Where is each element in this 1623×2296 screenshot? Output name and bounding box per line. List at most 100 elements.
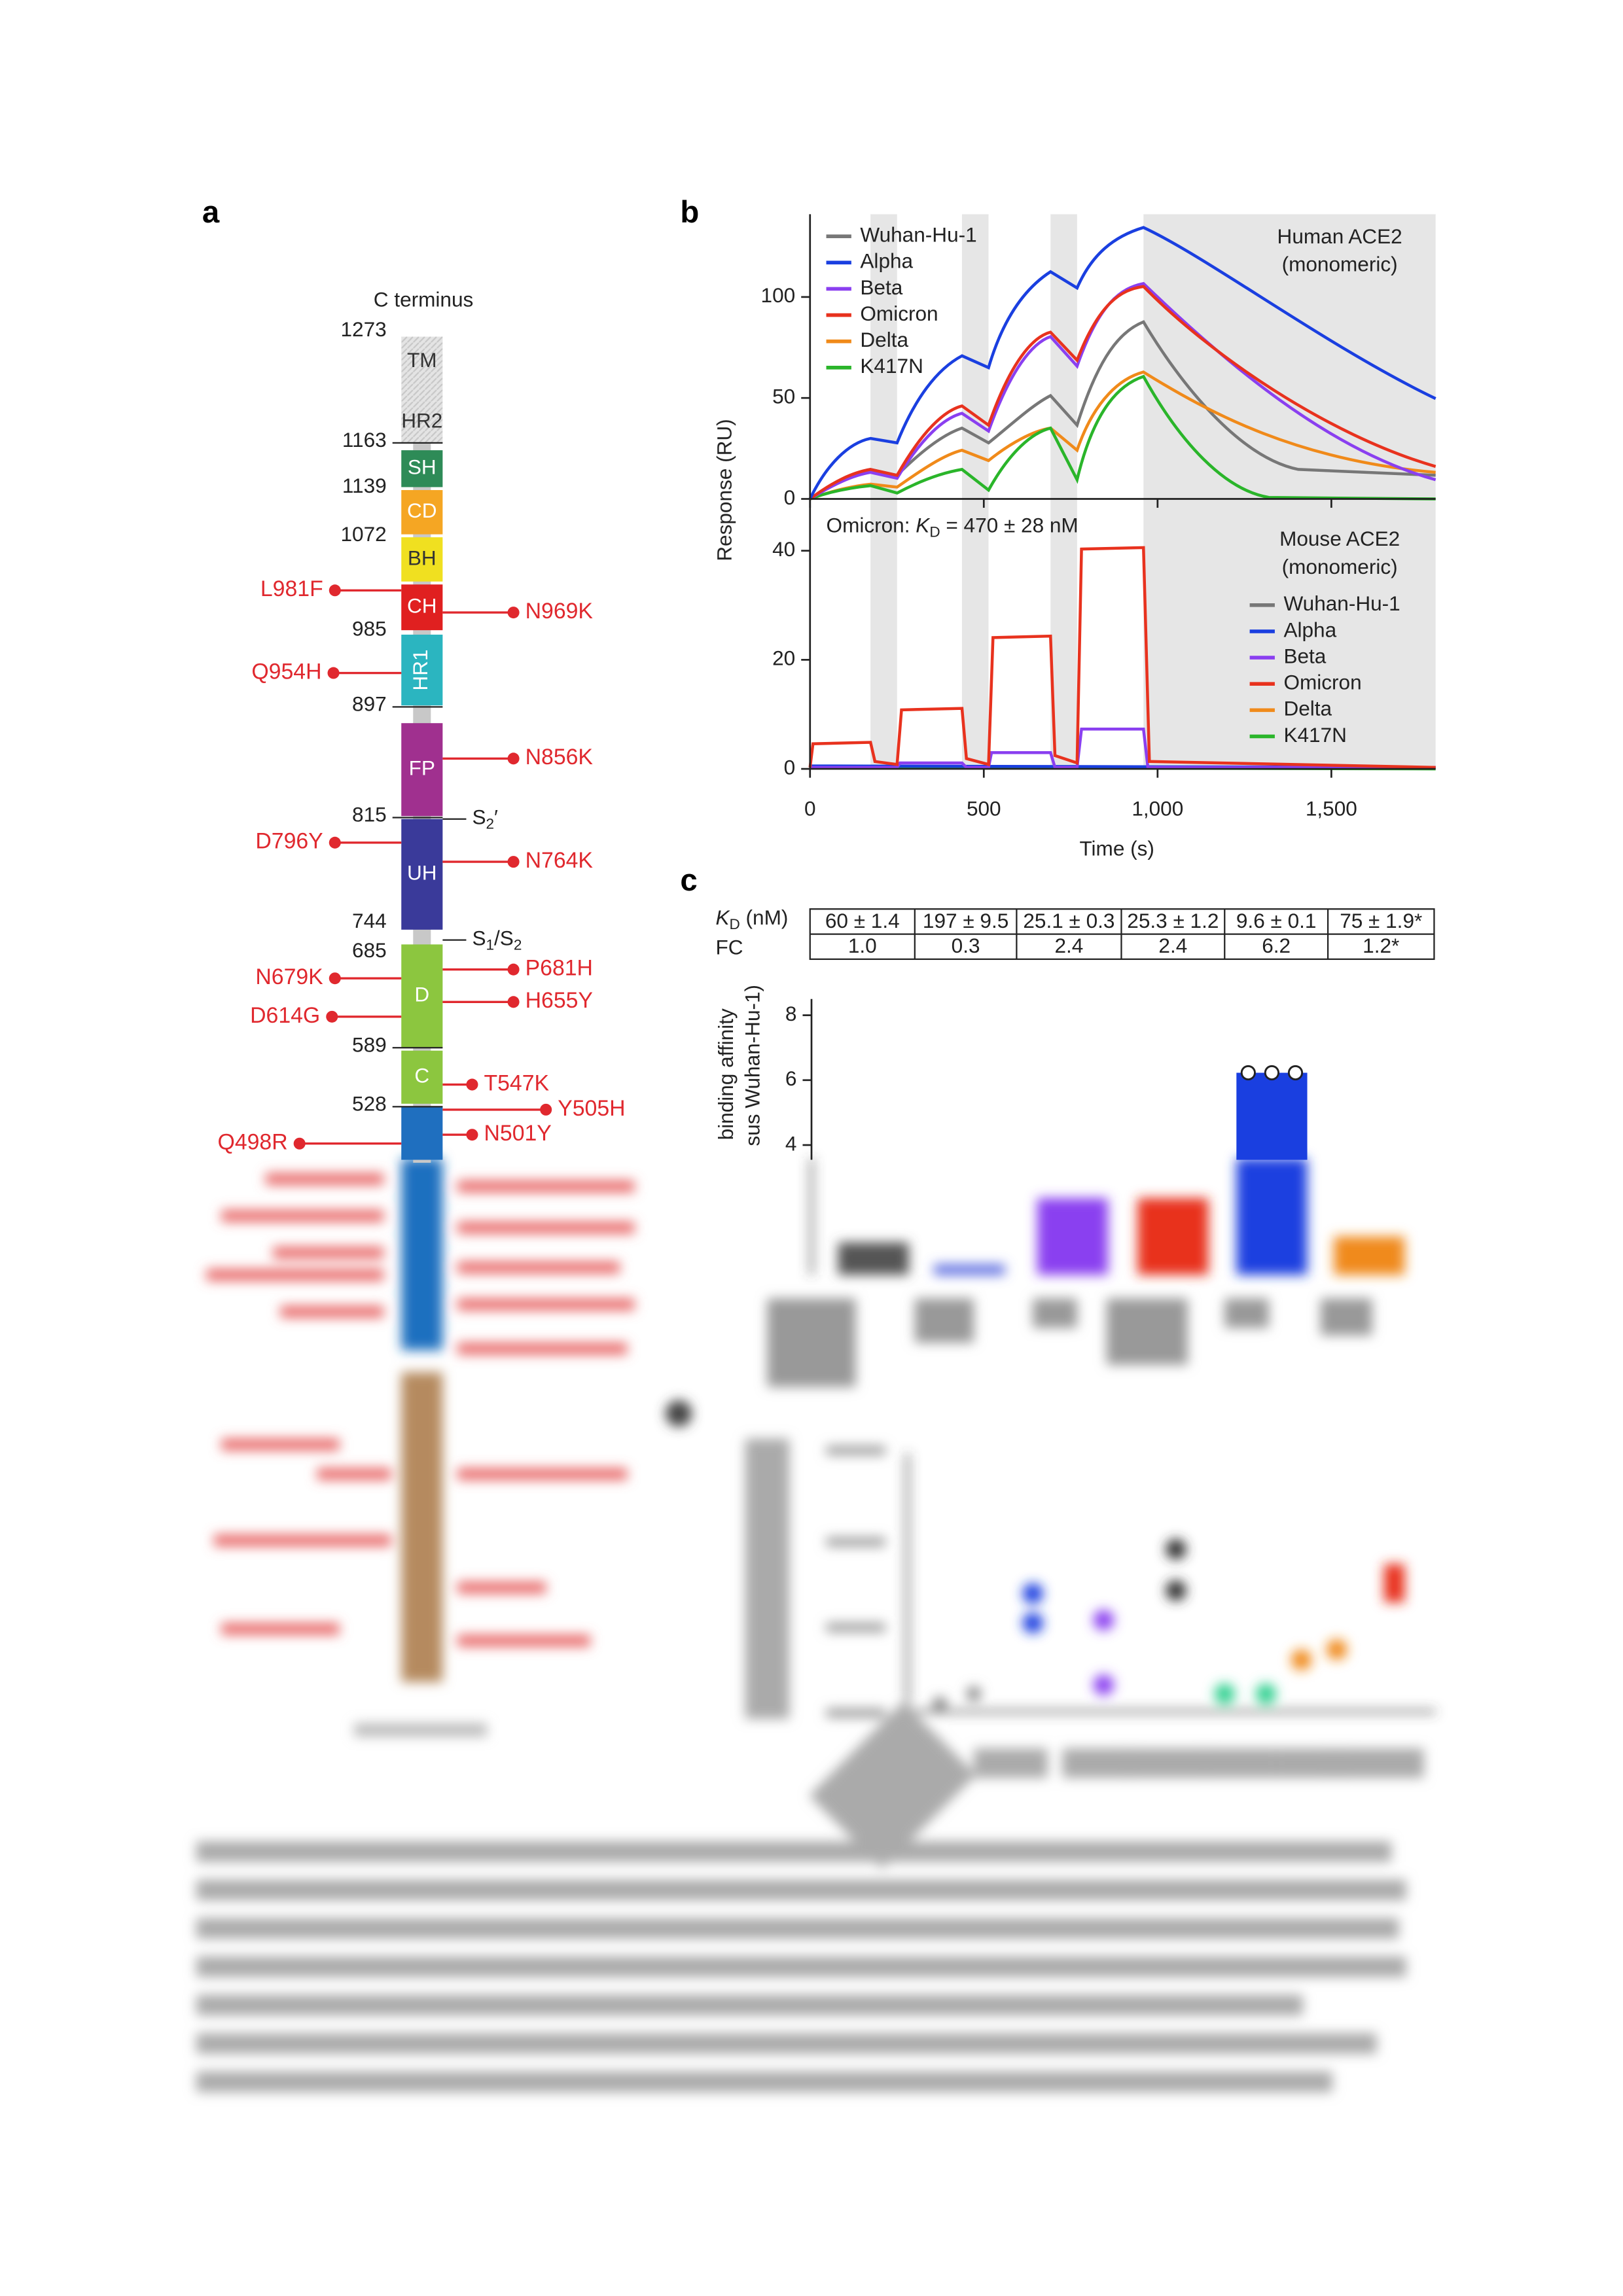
mutation-dot	[507, 963, 520, 976]
cleavage-label: S2′	[472, 805, 498, 832]
table-cell: 75 ± 1.9*	[1340, 909, 1422, 932]
domain-segment	[401, 336, 443, 387]
residue-number: 589	[352, 1033, 387, 1056]
plot-title: (monomeric)	[1282, 555, 1398, 578]
y-tick-label: 8	[785, 1002, 797, 1025]
annotation-part: = 470 ± 28 nM	[940, 514, 1079, 537]
domain-label: FP	[409, 756, 435, 780]
cleavage-label-part: 2	[486, 816, 495, 832]
plot-title: (monomeric)	[1282, 253, 1398, 276]
domain-segment	[401, 944, 443, 1048]
domain-segment	[401, 450, 443, 487]
y-tick-label: 100	[761, 283, 796, 307]
domain-segment	[401, 489, 443, 535]
legend-label: Wuhan-Hu-1	[1283, 592, 1400, 615]
mutation-label: N969K	[526, 599, 594, 624]
mutation-label: L981F	[260, 576, 323, 601]
residue-number: 1163	[342, 428, 387, 451]
domain-label: SH	[408, 455, 437, 479]
mutation-dot	[327, 667, 340, 679]
x-tick-label: 500	[967, 797, 1001, 821]
cleavage-label-part: /S	[494, 927, 514, 950]
table-grid	[809, 908, 1435, 961]
y-tick-label: 20	[772, 646, 795, 670]
legend-label: Delta	[1283, 697, 1332, 720]
legend-label: Delta	[860, 328, 908, 351]
mutation-label: Q498R	[218, 1130, 288, 1155]
table-cell: 60 ± 1.4	[825, 909, 900, 932]
mutation-label: D796Y	[255, 829, 323, 854]
table-cell: 9.6 ± 0.1	[1236, 909, 1317, 932]
mutation-dot	[507, 752, 520, 765]
y-axis-label: binding affinity	[714, 1008, 738, 1140]
mutation-label: H655Y	[526, 988, 593, 1013]
mutation-label: D614G	[250, 1003, 320, 1028]
residue-number: 685	[352, 938, 387, 962]
domain-label: CD	[407, 499, 437, 522]
mutation-dot	[507, 856, 520, 868]
dissociation-bands	[870, 214, 1436, 769]
domain-label: C	[414, 1064, 429, 1087]
legend-label: Omicron	[860, 302, 938, 325]
mutation-dot	[293, 1137, 306, 1150]
panel-letter: a	[202, 195, 220, 230]
domain-segment	[401, 819, 443, 930]
table-cell: 1.0	[848, 934, 877, 957]
cleavage-label-part: S	[472, 927, 486, 950]
row-label: FC	[715, 935, 743, 959]
row-label-part: (nM)	[740, 906, 789, 929]
residue-number: 1273	[341, 317, 387, 341]
domain-segment	[401, 584, 443, 631]
domain-segment	[401, 401, 443, 443]
y-tick-label: 0	[784, 755, 796, 779]
y-tick-label: 4	[785, 1131, 797, 1155]
domain-label: CH	[407, 594, 437, 618]
domain-label: HR1	[408, 649, 432, 690]
mutation-label: N501Y	[484, 1121, 551, 1146]
mutation-label: N764K	[526, 848, 594, 873]
mutation-dot	[329, 836, 341, 849]
mutation-dot	[329, 584, 341, 597]
mutation-label: N856K	[526, 745, 594, 769]
kd-annotation: Omicron: KD = 470 ± 28 nM	[827, 514, 1079, 540]
legend-label: Beta	[1283, 644, 1326, 667]
residue-number: 897	[352, 692, 387, 715]
residue-number: 528	[352, 1091, 387, 1115]
cleavage-label-part: 1	[486, 937, 495, 953]
cleavage-label-part: S	[472, 805, 486, 829]
plot-title: Mouse ACE2	[1279, 527, 1400, 550]
residue-number: 1072	[341, 522, 387, 546]
residue-number: 744	[352, 909, 387, 932]
cleavage-label-part: 2	[514, 937, 522, 953]
domain-segment	[401, 723, 443, 817]
x-tick-label: 1,500	[1306, 797, 1357, 821]
domain-segment	[401, 634, 443, 706]
rbd-segment	[401, 1106, 443, 1160]
cleavage-label: S1/S2	[472, 927, 522, 953]
mutation-label: Y505H	[558, 1096, 625, 1121]
y-tick-label: 40	[772, 537, 795, 561]
domain-segment	[401, 387, 443, 402]
y-axis-label: sus Wuhan-Hu-1)	[740, 985, 764, 1146]
domain-segment	[401, 537, 443, 582]
legend-label: K417N	[1283, 723, 1346, 747]
legend-label: K417N	[860, 354, 923, 378]
domain-label: BH	[408, 546, 437, 569]
domain-label: UH	[407, 861, 437, 885]
residue-number: 985	[352, 616, 387, 640]
x-axis-label: Time (s)	[1079, 836, 1154, 860]
legend-label: Wuhan-Hu-1	[860, 223, 976, 247]
mutation-dot	[466, 1129, 478, 1141]
y-tick-label: 0	[784, 486, 796, 509]
plot-title: Human ACE2	[1277, 224, 1402, 248]
x-tick-label: 0	[804, 797, 816, 821]
row-label-part: K	[715, 906, 730, 929]
y-tick-label: 50	[772, 385, 795, 408]
cleavage-label-part: ′	[494, 805, 498, 829]
replicate-dot	[1264, 1065, 1280, 1081]
y-tick-label: 6	[785, 1067, 797, 1090]
annotation-part: K	[916, 514, 931, 537]
mutation-label: N679K	[255, 964, 323, 989]
